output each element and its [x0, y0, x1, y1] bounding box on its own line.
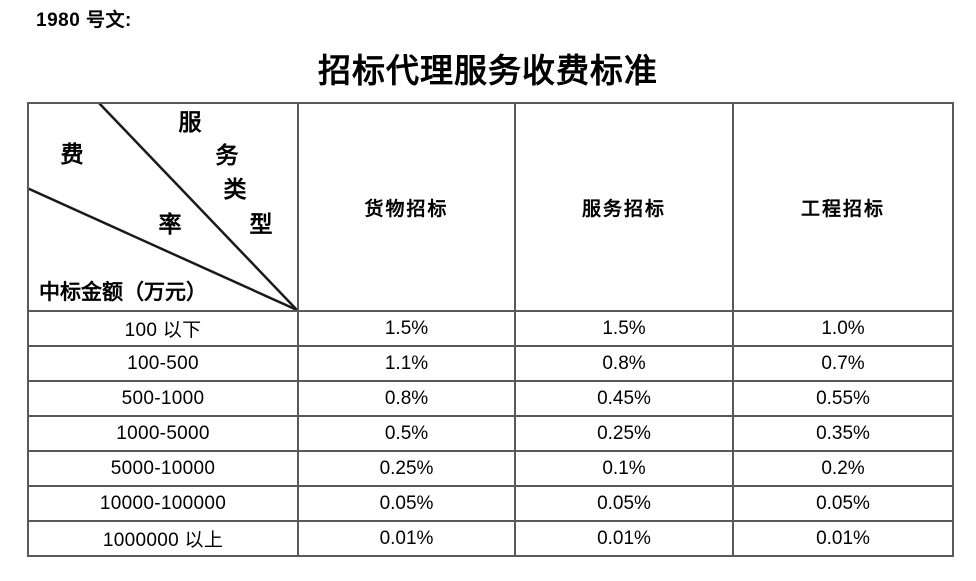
fee-value-cell: 0.2%	[732, 450, 954, 487]
amount-range-cell: 100 以下	[27, 310, 299, 347]
fee-value-cell: 0.05%	[297, 485, 516, 522]
fee-value-cell: 0.1%	[514, 450, 734, 487]
fee-value-cell: 0.45%	[514, 380, 734, 417]
fee-standard-table: 服 务 类 型 费 率 中标金额（万元） 货物招标 服务招标 工程招标 100 …	[27, 102, 954, 557]
column-header-engineering: 工程招标	[732, 102, 954, 312]
amount-range-cell: 1000-5000	[27, 415, 299, 452]
fee-value-cell: 0.01%	[514, 520, 734, 557]
fee-value-cell: 0.01%	[732, 520, 954, 557]
table-header-row: 服 务 类 型 费 率 中标金额（万元） 货物招标 服务招标 工程招标	[27, 102, 954, 312]
fee-value-cell: 0.5%	[297, 415, 516, 452]
table-row: 1000-5000 0.5% 0.25% 0.35%	[27, 415, 954, 452]
corner-label-service-type-char: 型	[249, 212, 273, 237]
fee-value-cell: 0.35%	[732, 415, 954, 452]
fee-value-cell: 1.0%	[732, 310, 954, 347]
table-row: 10000-100000 0.05% 0.05% 0.05%	[27, 485, 954, 522]
amount-range-cell: 10000-100000	[27, 485, 299, 522]
corner-label-service-type-char: 服	[178, 110, 202, 135]
row-axis-label: 中标金额（万元）	[39, 280, 207, 304]
diagonal-divider-lines	[30, 105, 296, 309]
amount-range-cell: 100-500	[27, 345, 299, 382]
table-row: 5000-10000 0.25% 0.1% 0.2%	[27, 450, 954, 487]
column-header-goods: 货物招标	[297, 102, 516, 312]
corner-label-fee-rate-char: 率	[158, 212, 182, 237]
fee-value-cell: 1.5%	[514, 310, 734, 347]
fee-value-cell: 1.1%	[297, 345, 516, 382]
doc-reference-number: 1980 号文:	[36, 10, 132, 31]
fee-value-cell: 0.55%	[732, 380, 954, 417]
fee-value-cell: 0.8%	[514, 345, 734, 382]
fee-value-cell: 0.7%	[732, 345, 954, 382]
fee-value-cell: 1.5%	[297, 310, 516, 347]
corner-label-service-type-char: 类	[223, 177, 247, 202]
amount-range-cell: 500-1000	[27, 380, 299, 417]
corner-label-service-type-char: 务	[215, 143, 239, 168]
fee-value-cell: 0.25%	[297, 450, 516, 487]
column-header-service: 服务招标	[514, 102, 734, 312]
fee-value-cell: 0.05%	[514, 485, 734, 522]
table-row: 500-1000 0.8% 0.45% 0.55%	[27, 380, 954, 417]
table-row: 1000000 以上 0.01% 0.01% 0.01%	[27, 520, 954, 557]
fee-value-cell: 0.05%	[732, 485, 954, 522]
table-row: 100 以下 1.5% 1.5% 1.0%	[27, 310, 954, 347]
fee-value-cell: 0.25%	[514, 415, 734, 452]
amount-range-cell: 5000-10000	[27, 450, 299, 487]
fee-value-cell: 0.8%	[297, 380, 516, 417]
page-title: 招标代理服务收费标准	[318, 54, 658, 90]
table-row: 100-500 1.1% 0.8% 0.7%	[27, 345, 954, 382]
fee-value-cell: 0.01%	[297, 520, 516, 557]
corner-label-fee-rate-char: 费	[60, 142, 84, 167]
amount-range-cell: 1000000 以上	[27, 520, 299, 557]
diagonal-corner-cell: 服 务 类 型 费 率 中标金额（万元）	[27, 102, 299, 312]
